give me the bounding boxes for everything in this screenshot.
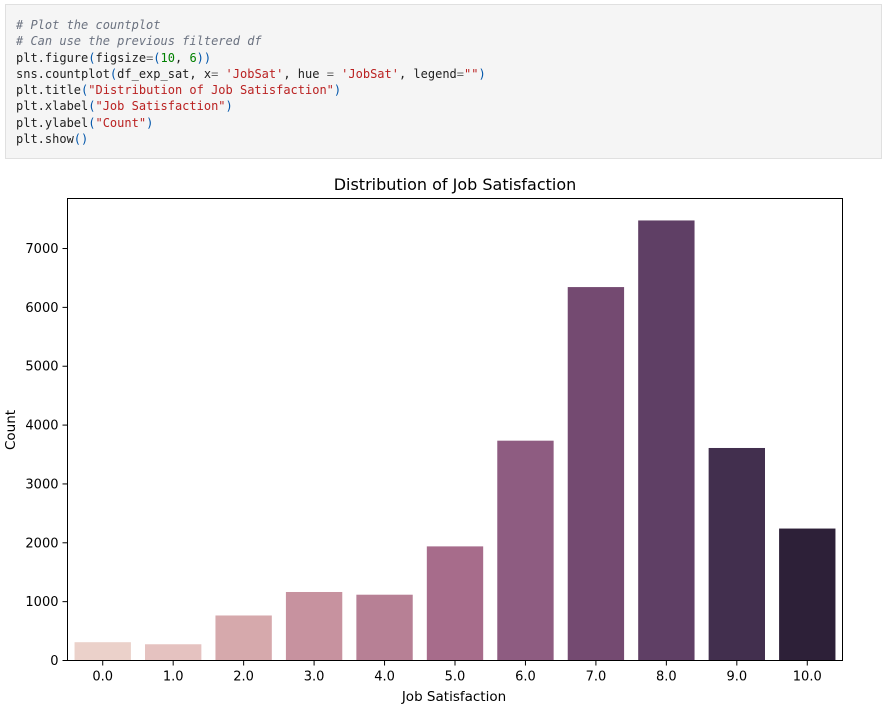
x-tick-label: 6.0 [515,670,536,685]
code-token: "Count" [95,115,147,130]
y-tick-label: 7000 [25,242,58,257]
chart-title: Distribution of Job Satisfaction [334,175,577,194]
code-line: plt.show() [16,131,881,147]
code-token: = [456,66,464,81]
code-cell[interactable]: # Plot the countplot # Can use the previo… [5,4,882,159]
code-token: , legend [398,66,457,81]
code-line: plt.title("Distribution of Job Satisfact… [16,82,881,98]
code-token: () [73,132,89,147]
code-token: ( [88,115,96,130]
bar-4.0 [356,594,413,661]
code-token: # Can use the previous filtered df [16,34,262,49]
bar-8.0 [638,220,695,661]
code-token: plt.ylabel [16,115,89,130]
bar-9.0 [708,447,765,661]
code-line: sns.countplot(df_exp_sat, x= 'JobSat', h… [16,66,881,82]
code-token: ( [88,99,96,114]
code-token: 'JobSat' [341,66,399,81]
code-token: ) [478,66,486,81]
code-token: sns.countplot [16,66,110,81]
code-token: ( [109,66,118,81]
bar-10.0 [779,528,836,661]
code-token: = [326,66,334,81]
code-token: "" [464,66,479,81]
bar-6.0 [497,440,554,661]
y-tick-label: 5000 [25,360,58,375]
x-tick-label: 5.0 [445,670,466,685]
x-tick-label: 3.0 [304,670,325,685]
x-tick-label: 0.0 [92,670,113,685]
y-tick-label: 1000 [25,595,58,610]
bar-7.0 [567,287,625,661]
code-token: ) [225,99,233,114]
code-token: = [211,66,219,81]
x-tick-label: 1.0 [163,670,184,685]
bar-0.0 [74,642,131,661]
y-tick-label: 3000 [25,477,58,492]
x-tick-label: 4.0 [374,670,395,685]
y-axis-label: Count [3,410,19,450]
code-token: "Distribution of Job Satisfaction" [88,83,334,98]
code-token: "Job Satisfaction" [95,99,226,114]
y-tick-label: 2000 [25,536,58,551]
code-line: # Can use the previous filtered df [16,33,881,49]
code-token: plt.xlabel [16,99,89,114]
code-line: # Plot the countplot [16,17,881,33]
code-token: plt.figure [16,50,89,65]
code-token: df_exp_sat, x [117,66,212,81]
bar-1.0 [145,644,202,661]
x-tick-label: 10.0 [793,670,822,685]
code-token [218,67,225,81]
code-token: 6 [189,50,197,65]
code-line: plt.figure(figsize=(10, 6)) [16,50,881,66]
x-tick-label: 8.0 [656,670,677,685]
x-tick-label: 9.0 [726,670,747,685]
code-token: ( [88,50,96,65]
code-token: ) [333,83,342,98]
code-token: , [174,50,190,65]
code-token: ) [146,115,154,130]
y-tick-label: 6000 [25,301,58,316]
code-token: 'JobSat' [225,66,284,81]
code-token: ( [153,50,161,65]
code-token: plt.show [16,132,74,147]
code-line: plt.xlabel("Job Satisfaction") [16,98,881,114]
code-token: , hue [283,66,327,81]
x-axis-label: Job Satisfaction [401,689,506,705]
code-token: )) [196,50,212,65]
countplot-chart: Distribution of Job Satisfaction 0 1000 20… [3,175,843,705]
bar-3.0 [285,591,343,661]
code-token: plt.title [16,83,82,98]
x-tick-label: 7.0 [586,670,607,685]
code-editor[interactable]: # Plot the countplot # Can use the previo… [6,5,881,147]
code-line: plt.ylabel("Count") [16,115,881,131]
bar-5.0 [426,546,484,661]
code-token: = [146,50,154,65]
code-token: figsize [95,50,147,65]
x-tick-label: 2.0 [233,670,254,685]
y-tick-label: 0 [50,654,58,669]
code-token: 10 [160,50,175,65]
code-token: # Plot the countplot [16,18,161,32]
code-token: ( [81,83,89,98]
bar-2.0 [215,615,272,661]
y-tick-label: 4000 [25,419,58,434]
